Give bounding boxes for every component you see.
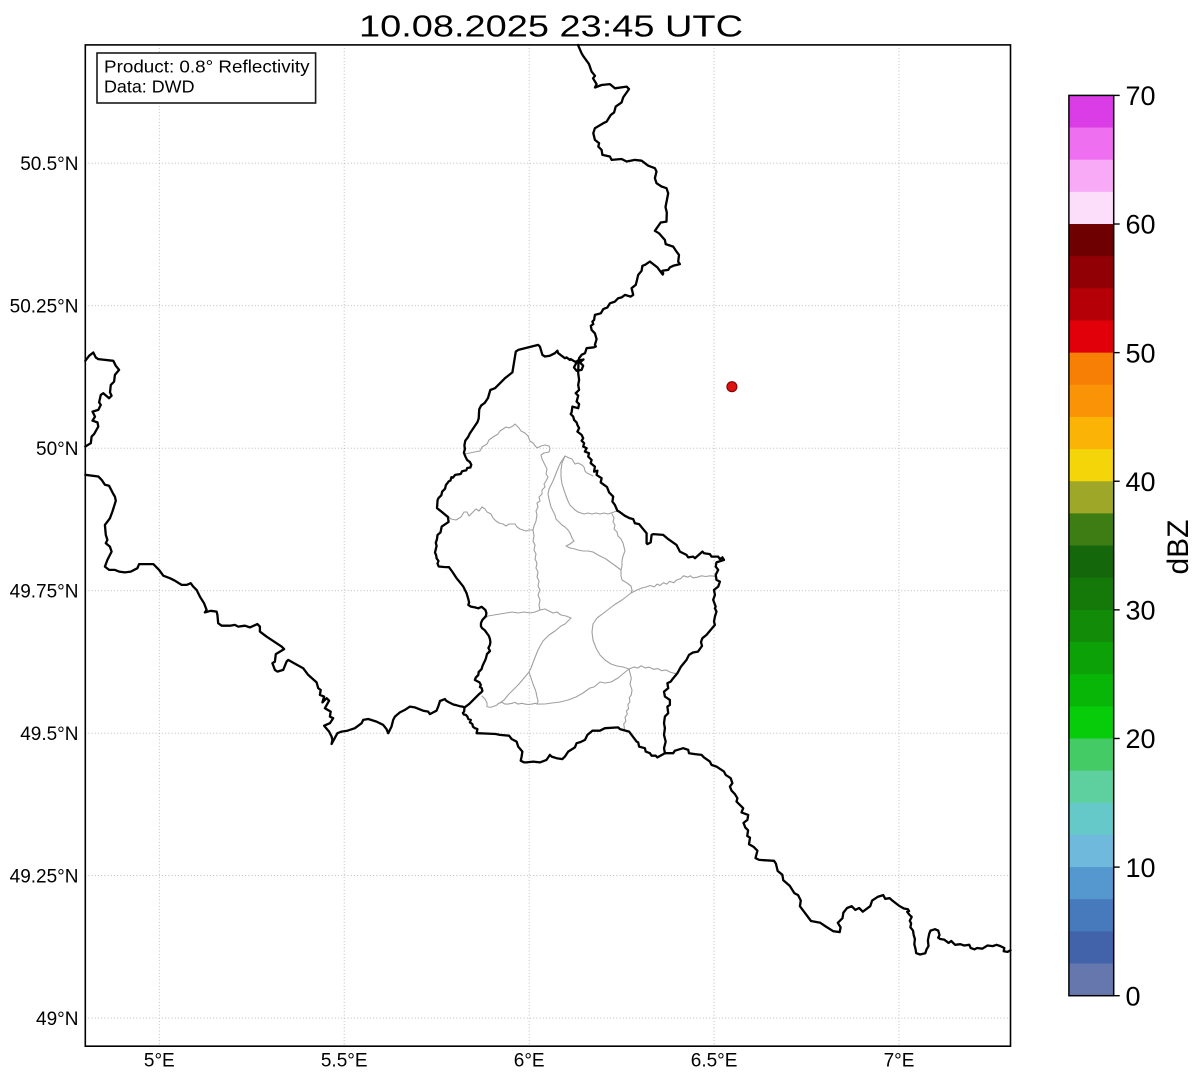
svg-text:20: 20: [1126, 724, 1156, 754]
svg-text:5.5°E: 5.5°E: [321, 1051, 368, 1072]
svg-text:50: 50: [1126, 338, 1156, 368]
svg-text:49°N: 49°N: [36, 1009, 78, 1030]
svg-text:50°N: 50°N: [36, 439, 78, 460]
svg-text:5°E: 5°E: [144, 1051, 175, 1072]
svg-text:30: 30: [1126, 596, 1156, 626]
svg-text:70: 70: [1126, 81, 1156, 111]
svg-text:49.75°N: 49.75°N: [10, 582, 79, 603]
svg-text:10.08.2025 23:45 UTC: 10.08.2025 23:45 UTC: [359, 10, 743, 44]
svg-text:49.5°N: 49.5°N: [20, 724, 78, 745]
svg-text:6.5°E: 6.5°E: [691, 1051, 738, 1072]
svg-text:40: 40: [1126, 467, 1156, 497]
svg-text:49.25°N: 49.25°N: [10, 866, 79, 887]
svg-text:Product: 0.8° Reflectivity: Product: 0.8° Reflectivity: [104, 57, 310, 77]
svg-text:dBZ: dBZ: [1162, 519, 1195, 574]
svg-text:Data: DWD: Data: DWD: [104, 77, 195, 97]
svg-text:6°E: 6°E: [514, 1051, 545, 1072]
svg-text:50.5°N: 50.5°N: [20, 154, 78, 175]
svg-text:10: 10: [1126, 853, 1156, 883]
svg-text:7°E: 7°E: [884, 1051, 915, 1072]
svg-text:50.25°N: 50.25°N: [10, 297, 79, 318]
svg-text:0: 0: [1126, 981, 1141, 1011]
svg-text:60: 60: [1126, 210, 1156, 240]
